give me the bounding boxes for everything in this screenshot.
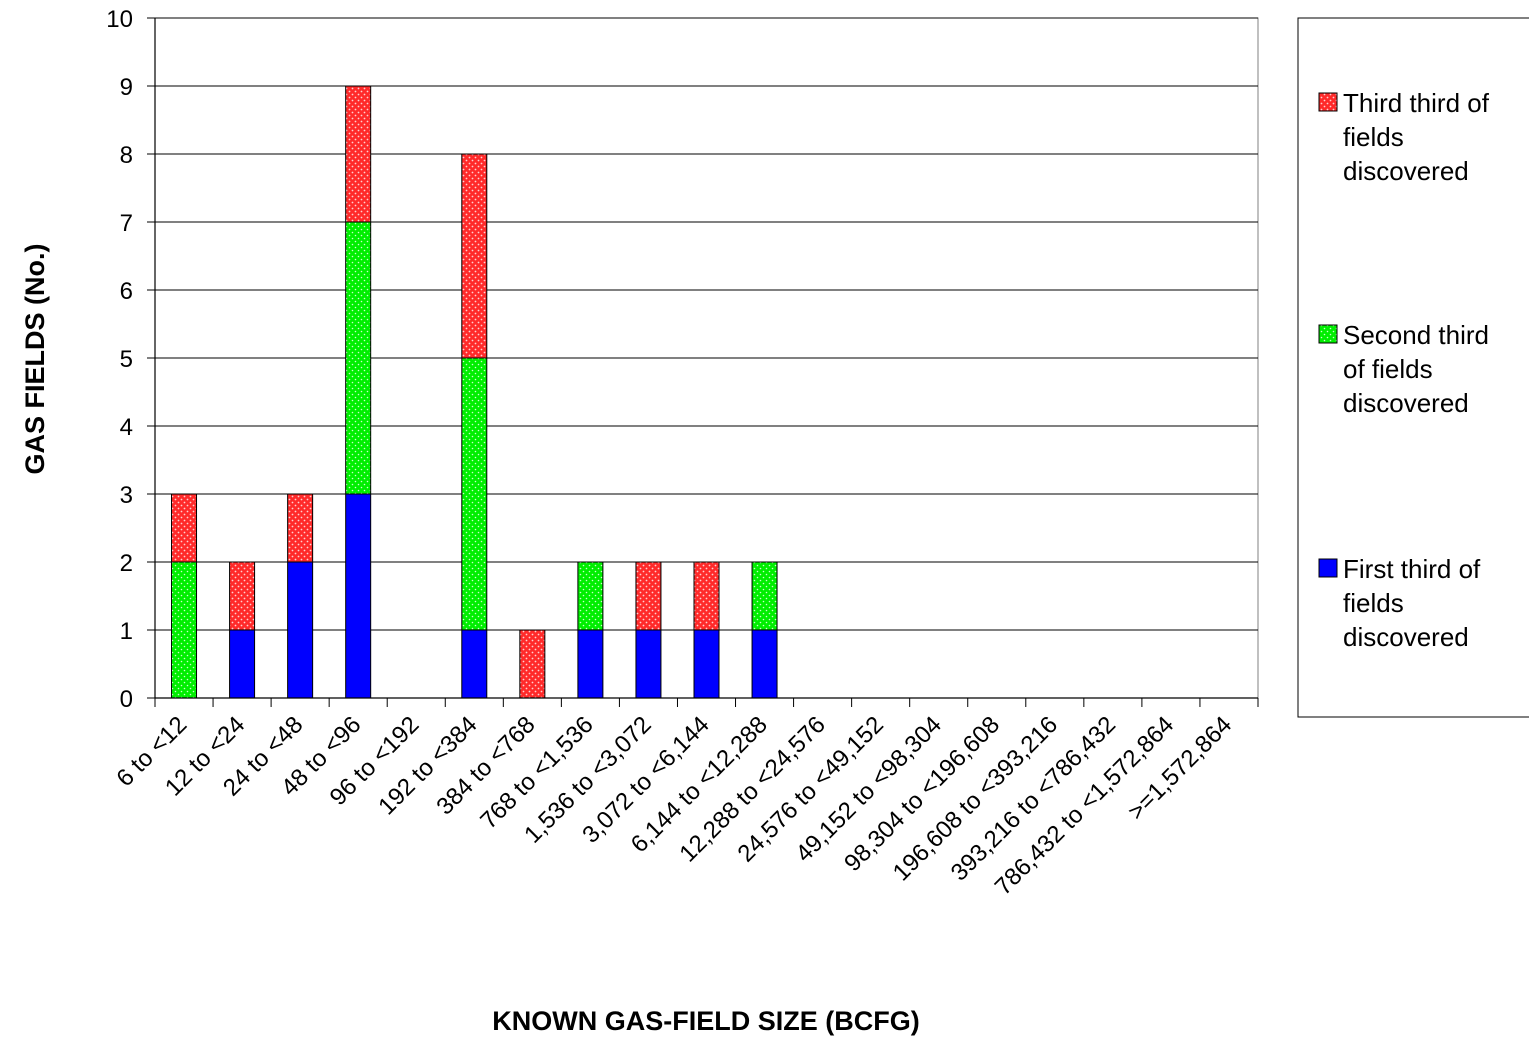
bar-segment-first-third bbox=[751, 629, 778, 699]
legend-frame bbox=[1297, 17, 1529, 718]
bar-segment-third-third bbox=[345, 85, 372, 223]
legend-label: of fields bbox=[1343, 354, 1433, 384]
legend-label: Third third of bbox=[1343, 88, 1490, 118]
bar-segment-third-third bbox=[229, 561, 256, 631]
bar-segment-first-third bbox=[577, 629, 604, 699]
legend-label: discovered bbox=[1343, 388, 1469, 418]
y-axis-title: GAS FIELDS (No.) bbox=[20, 244, 50, 475]
bar-segment-first-third bbox=[229, 629, 256, 699]
y-tick-label: 10 bbox=[106, 6, 133, 33]
bar-segment-second-third bbox=[345, 221, 372, 495]
bar-segment-first-third bbox=[635, 629, 662, 699]
legend-swatch bbox=[1318, 558, 1338, 578]
legend-item-third-third: Third third of fields discovered bbox=[1318, 88, 1490, 186]
legend-label: Second third bbox=[1343, 320, 1489, 350]
bar-segment-first-third bbox=[461, 629, 488, 699]
bars bbox=[171, 85, 778, 699]
y-tick-label: 9 bbox=[120, 74, 133, 101]
legend-swatch bbox=[1318, 324, 1338, 344]
legend-label: fields bbox=[1343, 122, 1404, 152]
y-tick-label: 1 bbox=[120, 618, 133, 645]
legend-item-second-third: Second third of fields discovered bbox=[1318, 320, 1489, 418]
bar-segment-third-third bbox=[461, 153, 488, 359]
legend-item-first-third: First third of fields discovered bbox=[1318, 554, 1481, 652]
y-tick-label: 4 bbox=[120, 414, 133, 441]
bar-segment-second-third bbox=[461, 357, 488, 631]
y-tick-label: 8 bbox=[120, 142, 133, 169]
legend-label: discovered bbox=[1343, 622, 1469, 652]
y-tick-labels: 0 1 2 3 4 5 6 7 8 9 10 bbox=[106, 6, 133, 713]
bar-segment-third-third bbox=[171, 493, 198, 563]
y-tick-label: 5 bbox=[120, 346, 133, 373]
bar-segment-second-third bbox=[751, 561, 778, 631]
bar-segment-first-third bbox=[693, 629, 720, 699]
x-axis-title: KNOWN GAS-FIELD SIZE (BCFG) bbox=[492, 1006, 919, 1036]
legend-label: discovered bbox=[1343, 156, 1469, 186]
bar-segment-first-third bbox=[287, 561, 314, 699]
legend-label: fields bbox=[1343, 588, 1404, 618]
y-tick-label: 0 bbox=[120, 686, 133, 713]
y-tick-label: 3 bbox=[120, 482, 133, 509]
bar-segment-second-third bbox=[577, 561, 604, 631]
bar-segment-second-third bbox=[171, 561, 198, 699]
legend-label: First third of bbox=[1343, 554, 1481, 584]
axes bbox=[147, 17, 1259, 707]
legend-swatch bbox=[1318, 92, 1338, 112]
y-tick-label: 6 bbox=[120, 278, 133, 305]
y-tick-label: 2 bbox=[120, 550, 133, 577]
y-tick-label: 7 bbox=[120, 210, 133, 237]
bar-segment-third-third bbox=[693, 561, 720, 631]
bar-segment-third-third bbox=[519, 629, 546, 699]
bar-segment-third-third bbox=[635, 561, 662, 631]
bar-segment-third-third bbox=[287, 493, 314, 563]
bar-segment-first-third bbox=[345, 493, 372, 699]
